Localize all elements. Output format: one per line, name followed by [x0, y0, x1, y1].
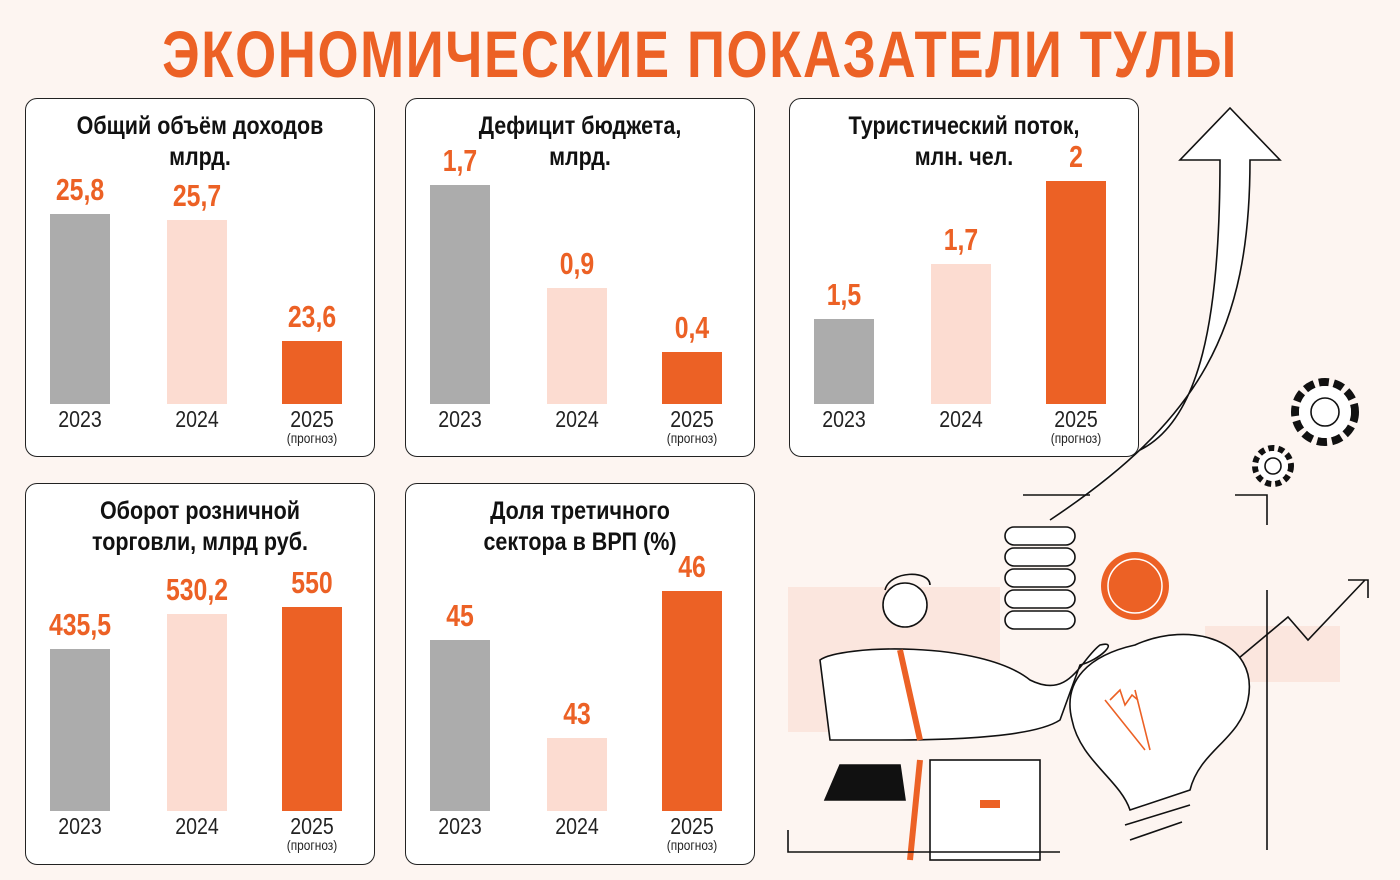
chart-title-line: млн. чел. — [914, 143, 1014, 171]
page-title: ЭКОНОМИЧЕСКИЕ ПОКАЗАТЕЛИ ТУЛЫ — [162, 17, 1238, 91]
bar-2024 — [167, 614, 227, 811]
decor-lines — [1023, 494, 1268, 850]
chart-panel-tertiary: Доля третичного сектора в ВРП (%) 45 2023 43… — [405, 483, 755, 865]
bar-2025 — [662, 352, 722, 404]
bar-2023 — [430, 639, 490, 811]
chart-title-line: млрд. — [549, 143, 611, 171]
category-label: 2024 — [555, 813, 599, 839]
chart-title-line: Оборот розничной — [99, 497, 301, 525]
lightbulb-icon — [1069, 633, 1251, 841]
category-label: 2025 — [290, 813, 334, 839]
data-label: 45 — [446, 597, 474, 633]
chart-panel-retail: Оборот розничной торговли, млрд руб. 435,5… — [25, 483, 375, 865]
category-label: 2025 — [670, 813, 714, 839]
bar-2025 — [282, 606, 342, 811]
bar-2025 — [662, 590, 722, 811]
data-label: 0,4 — [674, 310, 710, 346]
category-label: 2023 — [438, 813, 482, 839]
category-label: 2024 — [555, 406, 599, 432]
businessman-figure — [787, 573, 1109, 861]
data-label: 25,8 — [55, 171, 105, 207]
forecast-note: (прогноз) — [1050, 430, 1102, 446]
coin-stack-icon — [1004, 526, 1076, 630]
bar-2024 — [931, 263, 991, 404]
bar-2024 — [547, 287, 607, 404]
chart-panel-deficit: Дефицит бюджета, млрд. 1,7 2023 0,9 2024 0,4 20… — [405, 98, 755, 457]
data-label: 43 — [563, 695, 591, 731]
chart-title-line: торговли, млрд руб. — [92, 528, 308, 556]
data-label: 2 — [1069, 139, 1083, 175]
growth-arrow-icon — [1049, 106, 1282, 521]
trend-line-icon — [1232, 579, 1369, 664]
chart-title: Туристический поток, млн. чел. — [814, 111, 1113, 173]
bar-2023 — [50, 213, 110, 404]
data-label: 1,5 — [826, 276, 862, 312]
data-label: 23,6 — [287, 298, 337, 334]
chart-title: Оборот розничной торговли, млрд руб. — [50, 496, 349, 558]
chart-title-line: Доля третичного — [490, 497, 670, 525]
gear-icon — [1291, 378, 1359, 446]
chart-title: Общий объём доходов млрд. — [50, 111, 349, 173]
bar-2023 — [814, 318, 874, 404]
bar-2023 — [430, 184, 490, 404]
bar-2024 — [167, 219, 227, 404]
chart-panel-tourism: Туристический поток, млн. чел. 1,5 2023 1,7 2… — [789, 98, 1139, 457]
bar-2025 — [1046, 181, 1106, 404]
data-label: 530,2 — [165, 572, 229, 608]
category-label: 2024 — [175, 813, 219, 839]
chart-title-line: Дефицит бюджета, — [478, 112, 682, 140]
bar-2025 — [282, 340, 342, 404]
bar-2024 — [547, 737, 607, 811]
forecast-note: (прогноз) — [666, 837, 718, 853]
forecast-note: (прогноз) — [286, 837, 338, 853]
chart-title: Доля третичного сектора в ВРП (%) — [430, 496, 729, 558]
business-illustration — [787, 106, 1369, 861]
chart-title-line: Общий объём доходов — [76, 112, 324, 140]
data-label: 46 — [678, 548, 706, 584]
category-label: 2023 — [58, 813, 102, 839]
chart-title: Дефицит бюджета, млрд. — [430, 111, 729, 173]
data-label: 1,7 — [943, 221, 979, 257]
category-label: 2025 — [1054, 406, 1098, 432]
category-label: 2024 — [175, 406, 219, 432]
category-label: 2023 — [58, 406, 102, 432]
data-label: 550 — [291, 564, 333, 600]
chart-title-line: сектора в ВРП (%) — [483, 528, 677, 556]
coin-icon — [1101, 552, 1169, 620]
data-label: 1,7 — [442, 142, 478, 178]
data-label: 0,9 — [559, 245, 595, 281]
data-label: 435,5 — [48, 607, 112, 643]
category-label: 2025 — [290, 406, 334, 432]
forecast-note: (прогноз) — [286, 430, 338, 446]
bar-2023 — [50, 649, 110, 811]
category-label: 2024 — [939, 406, 983, 432]
data-label: 25,7 — [172, 177, 222, 213]
small-gear-icon — [1252, 445, 1294, 487]
category-label: 2023 — [438, 406, 482, 432]
category-label: 2023 — [822, 406, 866, 432]
chart-title-line: млрд. — [169, 143, 231, 171]
chart-title-line: Туристический поток, — [848, 112, 1080, 140]
chart-panel-revenue: Общий объём доходов млрд. 25,8 2023 25,7 2024… — [25, 98, 375, 457]
category-label: 2025 — [670, 406, 714, 432]
forecast-note: (прогноз) — [666, 430, 718, 446]
